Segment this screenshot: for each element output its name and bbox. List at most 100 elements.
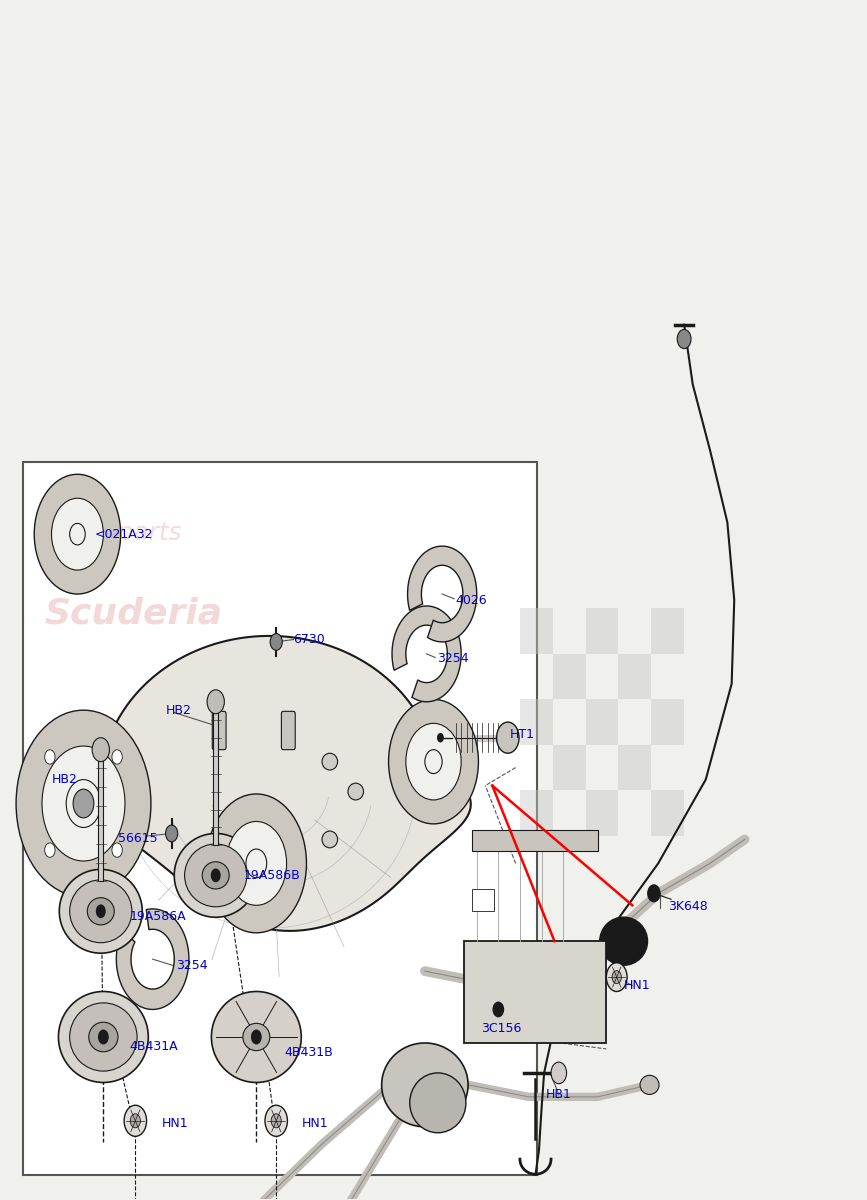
Bar [23,462,538,1175]
Circle shape [112,842,122,857]
Polygon shape [407,546,477,642]
Ellipse shape [59,869,142,953]
Text: HB2: HB2 [166,703,192,716]
Bar [553,654,585,700]
Text: HB1: HB1 [546,1088,571,1100]
Text: HB2: HB2 [51,773,77,786]
Circle shape [251,1030,262,1044]
Circle shape [551,1062,567,1084]
Ellipse shape [600,917,648,965]
Text: 56615: 56615 [118,832,158,845]
Bar [553,745,585,791]
Circle shape [271,1114,281,1128]
Text: 3C156: 3C156 [481,1022,521,1036]
Circle shape [124,1105,147,1136]
Text: HN1: HN1 [302,1117,329,1129]
Text: Scuderia: Scuderia [44,596,223,631]
Bar [651,608,684,654]
Circle shape [42,746,125,860]
Ellipse shape [243,1024,270,1051]
Bar [618,654,651,700]
Circle shape [606,962,627,991]
Text: 4B431B: 4B431B [285,1046,334,1060]
Bar [585,608,618,654]
Circle shape [414,736,453,788]
Circle shape [235,834,278,893]
Text: 19A586B: 19A586B [244,869,300,882]
Ellipse shape [185,844,247,907]
Circle shape [50,758,116,850]
Circle shape [45,842,55,857]
Circle shape [493,1002,504,1016]
FancyBboxPatch shape [212,712,226,750]
Circle shape [51,498,103,570]
Circle shape [66,780,101,828]
Circle shape [16,710,151,896]
Circle shape [246,850,267,877]
Text: 3254: 3254 [437,652,468,665]
Ellipse shape [58,991,148,1082]
Ellipse shape [69,880,132,943]
Circle shape [206,794,306,932]
Circle shape [406,724,461,800]
Circle shape [112,750,122,764]
Polygon shape [116,908,189,1009]
Circle shape [271,634,283,650]
Circle shape [166,826,178,842]
Text: 6730: 6730 [294,634,325,646]
Ellipse shape [322,754,337,770]
Bar [520,608,553,654]
Bar [585,791,618,836]
Bar [618,745,651,791]
Text: 19A586A: 19A586A [129,910,186,923]
Text: 3K648: 3K648 [668,900,708,913]
Ellipse shape [348,784,363,800]
Circle shape [612,971,622,984]
Bar [651,700,684,745]
Bar [520,700,553,745]
Bar [464,941,606,1043]
Ellipse shape [202,862,229,889]
FancyBboxPatch shape [98,750,103,881]
Bar [520,791,553,836]
Circle shape [388,700,479,824]
FancyBboxPatch shape [282,712,296,750]
Text: HT1: HT1 [510,727,535,740]
Ellipse shape [381,1043,468,1127]
Circle shape [226,822,287,905]
Text: <021A32: <021A32 [95,528,153,541]
Text: 4026: 4026 [455,594,486,606]
Circle shape [437,733,444,743]
Polygon shape [392,606,461,702]
Circle shape [69,523,85,545]
Circle shape [62,512,93,556]
Ellipse shape [410,1073,466,1133]
Circle shape [497,722,519,754]
Ellipse shape [69,1003,137,1072]
Circle shape [92,738,109,762]
Circle shape [130,1114,140,1128]
Ellipse shape [88,898,114,925]
FancyBboxPatch shape [213,702,218,846]
Ellipse shape [640,1075,659,1094]
Text: HN1: HN1 [161,1117,188,1129]
Ellipse shape [88,1022,118,1051]
Ellipse shape [212,991,301,1082]
Circle shape [73,790,94,818]
Bar [473,830,597,852]
Bar [651,791,684,836]
Circle shape [677,330,691,348]
Ellipse shape [322,832,337,848]
Text: 4B431A: 4B431A [129,1040,178,1054]
Circle shape [45,750,55,764]
Circle shape [207,690,225,714]
Circle shape [34,474,121,594]
Text: HN1: HN1 [623,979,650,992]
Polygon shape [101,636,471,931]
Text: 3254: 3254 [176,959,207,972]
Ellipse shape [174,834,257,917]
Circle shape [425,750,442,774]
Bar [473,889,494,911]
Circle shape [98,1030,108,1044]
Circle shape [95,905,106,918]
